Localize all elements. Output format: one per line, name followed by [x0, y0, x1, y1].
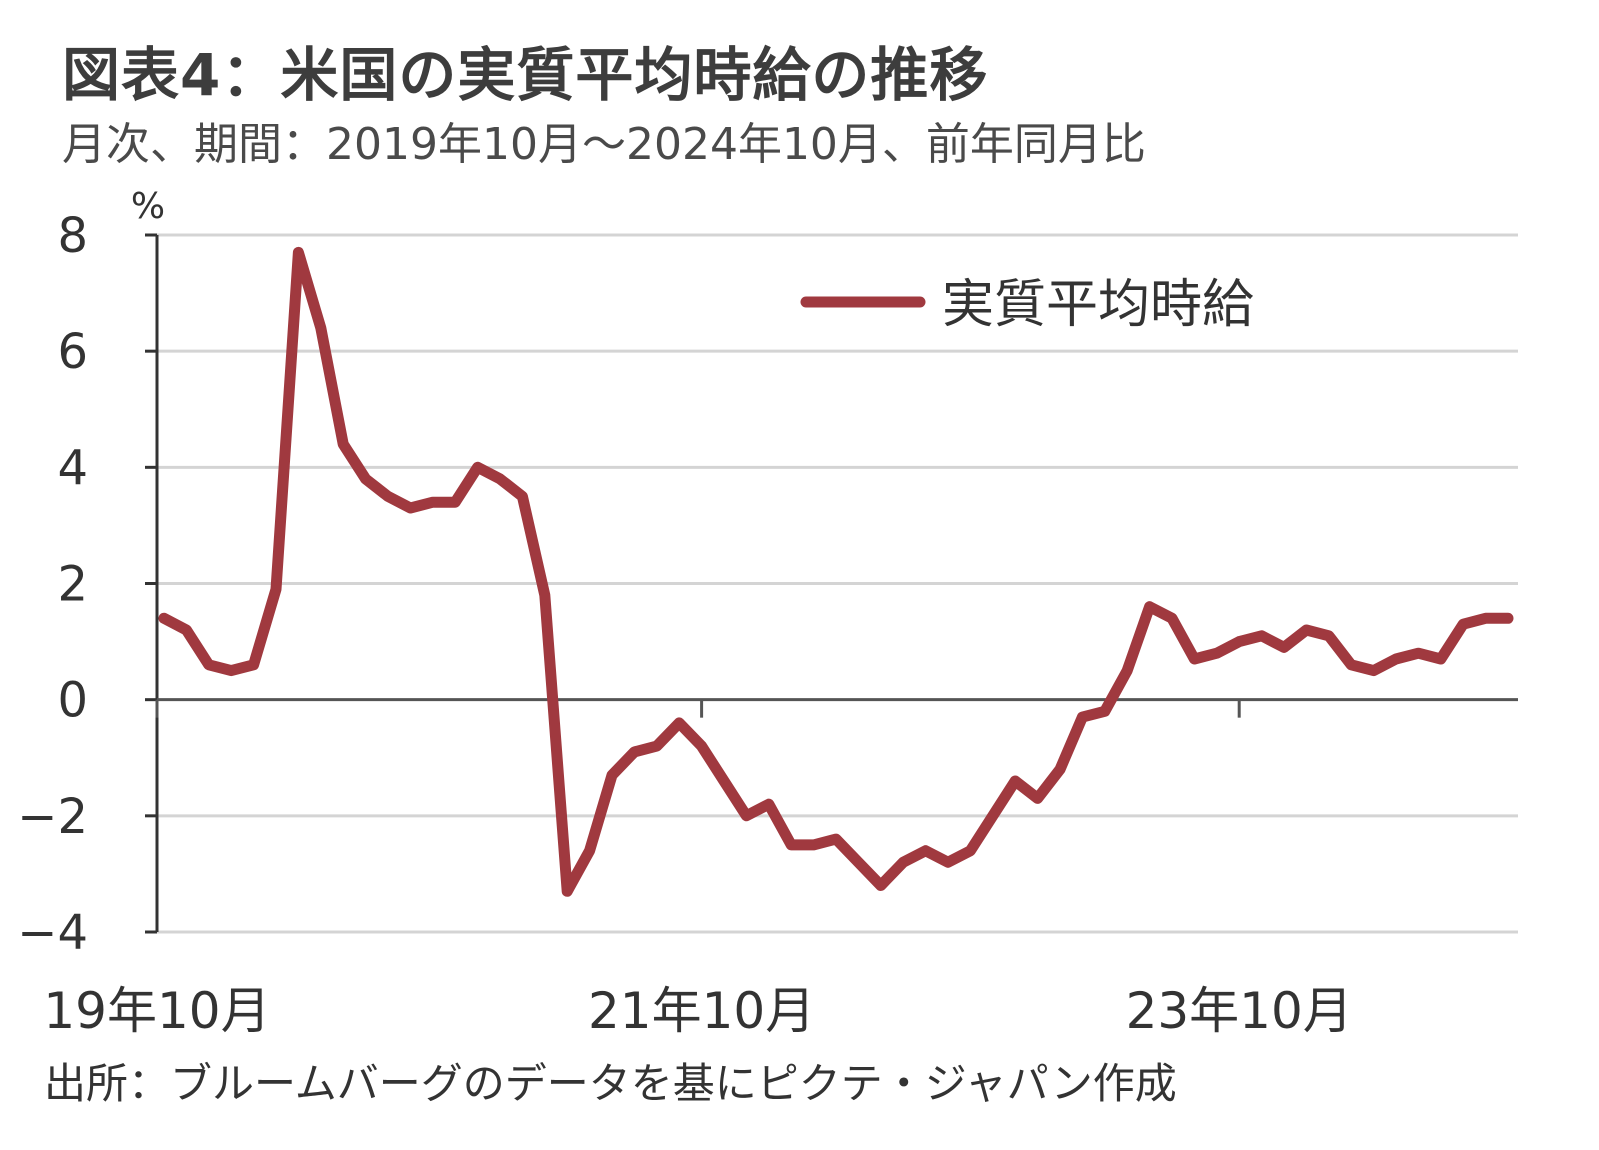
- series-points: [163, 252, 1509, 892]
- chart-title: 図表4：米国の実質平均時給の推移: [62, 41, 989, 109]
- y-tick-label: 4: [57, 440, 88, 496]
- y-tick-label: 8: [57, 208, 88, 264]
- y-tick-label: 0: [57, 673, 88, 729]
- x-axis-ticks: 19年10月 21年10月 23年10月: [43, 699, 1353, 1040]
- y-axis-unit-label: %: [131, 186, 165, 227]
- x-tick-label: 21年10月: [588, 982, 815, 1040]
- x-tick-label: 23年10月: [1126, 982, 1353, 1040]
- y-tick-label: −2: [17, 789, 88, 845]
- x-tick-label: 19年10月: [43, 982, 270, 1040]
- source-note: 出所：ブルームバーグのデータを基にピクテ・ジャパン作成: [44, 1059, 1177, 1108]
- y-tick-label: 2: [57, 557, 88, 613]
- y-tick-label: −4: [17, 905, 88, 961]
- y-axis-ticks: 8 6 4 2 0 −2 −4: [17, 208, 157, 961]
- y-tick-label: 6: [57, 324, 88, 380]
- series-line-real-average-hourly-earnings: [158, 246, 1514, 897]
- gridlines: [157, 233, 1518, 934]
- legend-label: 実質平均時給: [942, 275, 1254, 335]
- chart-subtitle: 月次、期間：2019年10月～2024年10月、前年同月比: [62, 119, 1146, 170]
- legend: 実質平均時給: [800, 275, 1254, 335]
